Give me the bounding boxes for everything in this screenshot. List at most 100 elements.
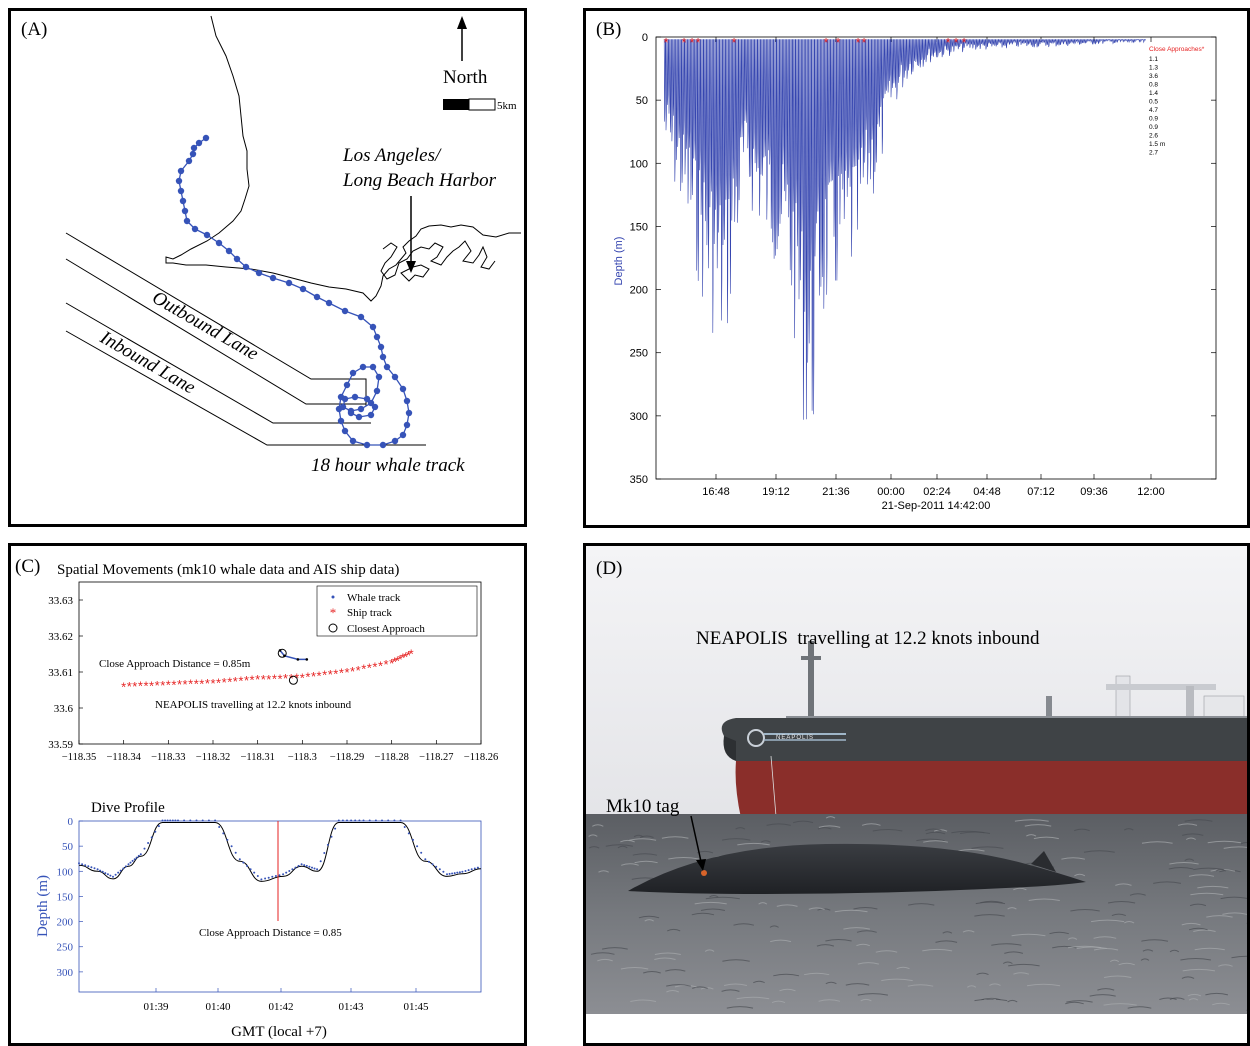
dive-point — [451, 872, 454, 875]
dive-point — [90, 866, 93, 869]
dive-point — [195, 819, 198, 822]
track-point — [379, 353, 387, 361]
ship-track-point: * — [261, 672, 266, 687]
wave — [620, 839, 635, 843]
wave — [1103, 1003, 1137, 1006]
harbor-label-line1: Los Angeles/ — [342, 145, 442, 166]
dive-point — [135, 856, 138, 859]
dive-point — [326, 843, 329, 846]
wave — [704, 949, 715, 952]
track-point — [189, 150, 197, 158]
dive-point — [334, 827, 337, 830]
x-tick-label: −118.32 — [196, 752, 230, 763]
track-point — [183, 217, 191, 225]
dive-point — [274, 875, 277, 877]
dive-point — [476, 866, 479, 869]
track-point — [391, 437, 399, 445]
wave — [1067, 945, 1102, 949]
legend-value: 1.5 m — [1149, 141, 1165, 148]
movements-chart: Spatial Movements (mk10 whale data and A… — [35, 562, 498, 1040]
wave — [857, 993, 888, 996]
y-tick-label: 150 — [630, 221, 648, 233]
panel-c-movements: (C) Spatial Movements (mk10 whale data a… — [8, 543, 527, 1046]
ship-track-point: * — [171, 677, 176, 692]
wave — [588, 834, 598, 837]
x-tick-label: −118.33 — [151, 752, 185, 763]
dive-point — [467, 869, 470, 872]
dive-point — [234, 851, 237, 854]
dive-line — [78, 822, 482, 882]
wave — [1193, 929, 1216, 932]
track-point — [377, 343, 385, 351]
harbor-arrow-icon — [406, 196, 416, 273]
wave — [980, 900, 1003, 904]
wave — [1182, 833, 1204, 836]
dive-ticks: 0 50 100 150 200 250 300 01:39 01:40 01:42 01:43 01… — [57, 816, 430, 1013]
x-axis-label: GMT (local +7) — [231, 1024, 327, 1040]
wave — [726, 1006, 754, 1009]
track-point — [185, 157, 193, 165]
dive-point — [117, 871, 120, 874]
wave — [590, 952, 615, 955]
legend-value: 0.9 — [1149, 124, 1158, 131]
wave — [1008, 963, 1040, 967]
dive-point — [226, 838, 229, 841]
wave — [853, 907, 878, 910]
dive-point — [448, 872, 451, 875]
track-point — [403, 421, 411, 429]
track-point — [349, 437, 357, 445]
outbound-lane-label: Outbound Lane — [149, 287, 262, 365]
wave — [1002, 961, 1013, 964]
dive-point — [473, 867, 476, 870]
wave — [843, 927, 871, 930]
ship-track-point: * — [317, 668, 322, 683]
dive-frame — [78, 820, 482, 993]
wave — [1074, 873, 1086, 877]
tag-arrow-icon — [690, 815, 703, 867]
wave — [1111, 913, 1126, 917]
wave — [1083, 850, 1115, 853]
ship-track-point: * — [227, 674, 232, 689]
track-point — [351, 393, 359, 401]
dive-point — [453, 872, 456, 875]
dive-point — [350, 819, 353, 822]
close-approach-marker: * — [961, 35, 966, 50]
dive-point — [104, 872, 107, 875]
wave — [770, 939, 792, 943]
wave — [1184, 819, 1213, 822]
ship-track-point: * — [311, 669, 316, 684]
track-point — [341, 307, 349, 315]
wave — [709, 895, 719, 898]
dive-annotation: Close Approach Distance = 0.85 — [199, 927, 342, 939]
dive-point — [147, 842, 150, 844]
dive-point — [420, 851, 423, 854]
wave — [620, 967, 649, 970]
dive-point — [297, 864, 300, 867]
wave — [981, 997, 1001, 1001]
wave — [721, 838, 751, 841]
wave — [1140, 958, 1150, 961]
dive-point — [362, 819, 365, 822]
ship-track-point: * — [222, 675, 227, 690]
ship-track-point: * — [409, 647, 414, 662]
wave — [1065, 1001, 1084, 1005]
wave — [722, 959, 750, 962]
wave — [753, 980, 765, 984]
wave — [735, 827, 746, 830]
dive-point — [264, 877, 267, 880]
wave — [639, 835, 654, 838]
wave — [818, 999, 841, 1002]
dive-point — [308, 865, 311, 868]
wave — [1231, 955, 1247, 959]
dive-point — [183, 819, 186, 822]
ship-track-point: * — [277, 671, 282, 686]
track-point — [349, 369, 357, 377]
ship-track-point: * — [205, 676, 210, 691]
ship-track-point: * — [395, 653, 400, 668]
ship: NEAPOLIS — [721, 641, 1247, 818]
ship-track-point: * — [149, 678, 154, 693]
wave — [598, 870, 609, 873]
dive-point — [127, 863, 130, 866]
dive-point — [214, 819, 217, 822]
dive-point — [341, 819, 344, 822]
